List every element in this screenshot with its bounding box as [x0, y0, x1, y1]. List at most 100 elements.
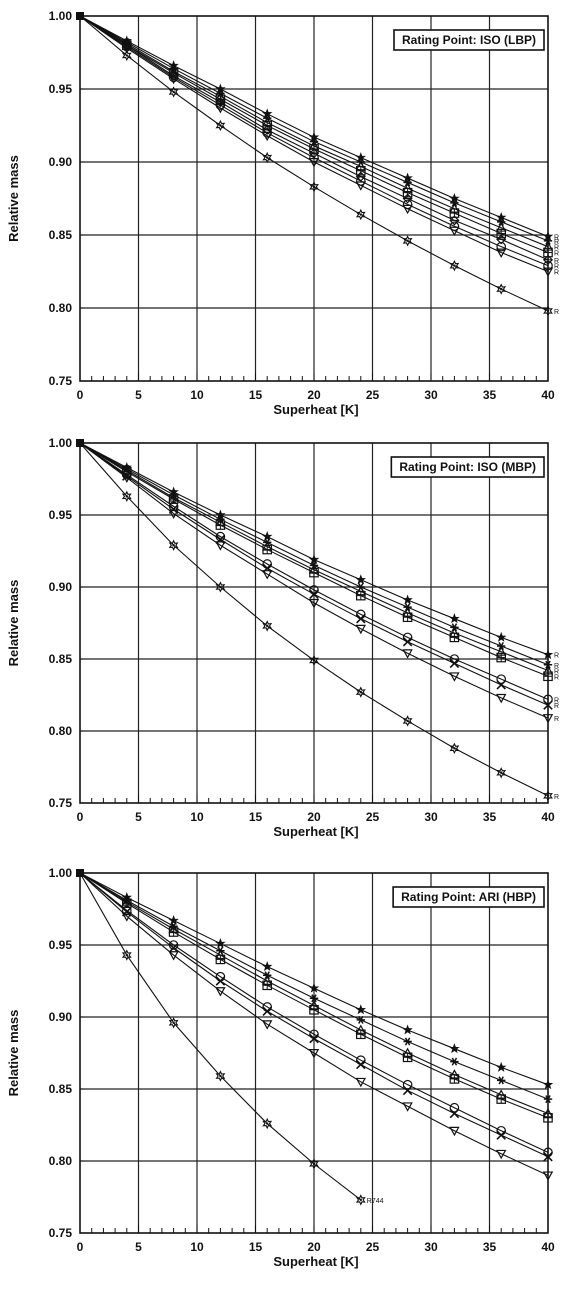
grid: [80, 16, 548, 381]
marker-asterisk-arm: [404, 1037, 411, 1046]
data-point: [262, 1117, 273, 1130]
marker-diamond: [542, 254, 554, 265]
marker-star6-dot: [172, 544, 175, 547]
data-point: [122, 905, 132, 916]
marker-x-b: [309, 589, 319, 599]
marker-star6: [262, 151, 273, 164]
marker-star6-dot: [359, 213, 362, 216]
data-point: [543, 1112, 553, 1123]
data-point: [496, 241, 506, 252]
series-end-label: R: [554, 245, 559, 252]
marker-circle: [402, 1079, 413, 1090]
marker-star6: [449, 259, 460, 272]
data-point: [355, 686, 366, 698]
x-tick-label: 40: [541, 388, 555, 402]
marker-triangle-down: [449, 1126, 460, 1137]
data-point: [215, 954, 226, 965]
data-point: [308, 131, 320, 142]
y-axis-title: Relative mass: [6, 1010, 21, 1097]
series-end-label: R: [554, 703, 559, 710]
data-point: [449, 1043, 460, 1054]
data-point: [496, 767, 507, 779]
data-point: [449, 226, 460, 237]
marker-triangle-down: [355, 624, 367, 635]
data-point: [402, 1024, 413, 1035]
data-point: [542, 1171, 554, 1181]
marker-star6: [309, 181, 319, 193]
marker-asterisk-arm: [358, 1015, 364, 1024]
marker-star6: [496, 283, 507, 295]
data-point: [263, 971, 272, 980]
data-point: [542, 230, 554, 241]
marker-star6-dot: [219, 1074, 222, 1078]
series-line: [79, 442, 549, 700]
marker-star6: [543, 790, 553, 802]
data-point: [309, 1158, 319, 1170]
x-tick-label: 40: [541, 810, 555, 824]
origin-marker: [76, 869, 84, 877]
data-point: [402, 649, 413, 659]
marker-star6: [449, 742, 460, 754]
data-point: [262, 1006, 272, 1017]
legend-box: Rating Point: ARI (HBP): [392, 886, 545, 908]
plot-frame: [79, 15, 549, 382]
marker-star: [495, 1061, 507, 1072]
x-tick-label: 30: [424, 388, 438, 402]
x-axis-title: Superheat [K]: [273, 824, 358, 839]
data-point: [496, 680, 506, 690]
data-point: [495, 248, 507, 258]
marker-star6: [215, 581, 226, 593]
marker-star6-dot: [125, 54, 128, 57]
marker-triangle-down: [402, 649, 413, 659]
series-line: [79, 15, 549, 273]
y-tick-label: 0.95: [49, 508, 73, 522]
marker-star: [402, 172, 413, 183]
marker-triangle-down: [402, 204, 413, 215]
y-tick-label: 0.95: [49, 82, 73, 96]
data-point: [168, 72, 179, 83]
marker-star6: [168, 539, 179, 551]
origin-marker: [76, 12, 84, 20]
y-axis-title: Relative mass: [6, 155, 21, 242]
marker-star: [402, 594, 413, 605]
data-point: [543, 305, 553, 317]
marker-star6: [262, 620, 273, 632]
data-point: [355, 1004, 367, 1015]
data-point: [496, 652, 506, 663]
marker-circle: [449, 1102, 460, 1113]
data-point: [543, 694, 553, 705]
marker-circle: [168, 72, 179, 83]
legend-box: Rating Point: ISO (LBP): [393, 29, 545, 51]
data-point: [402, 204, 413, 215]
data-point: [261, 961, 273, 972]
marker-triangle-down: [261, 1020, 273, 1030]
data-point: [495, 631, 507, 642]
y-tick-label: 1.00: [49, 866, 73, 880]
series-6-x: [79, 872, 553, 1162]
x-tick-label: 10: [190, 388, 204, 402]
data-point: [450, 198, 459, 207]
marker-asterisk-arm: [404, 603, 411, 612]
series-end-label: R: [554, 674, 559, 681]
legend-frame: [390, 456, 545, 478]
marker-triangle-down: [308, 598, 320, 609]
data-point: [122, 471, 132, 481]
marker-asterisk-arm: [545, 236, 551, 245]
y-tick-label: 1.00: [49, 9, 73, 23]
marker-x-b: [543, 1151, 553, 1162]
data-point: [496, 674, 506, 684]
y-tick-label: 0.85: [49, 652, 73, 666]
data-point: [261, 108, 273, 119]
series-1-star: [79, 872, 554, 1090]
x-tick-label: 15: [249, 1240, 263, 1254]
marker-triangle-down: [168, 509, 179, 519]
marker-star: [449, 613, 460, 624]
x-tick-label: 0: [77, 388, 84, 402]
data-point: [495, 1061, 507, 1072]
legend-frame: [392, 886, 545, 908]
series-end-label: R: [554, 309, 559, 316]
data-point: [497, 1076, 506, 1085]
data-point: [543, 660, 553, 669]
marker-triangle-down: [261, 131, 273, 142]
